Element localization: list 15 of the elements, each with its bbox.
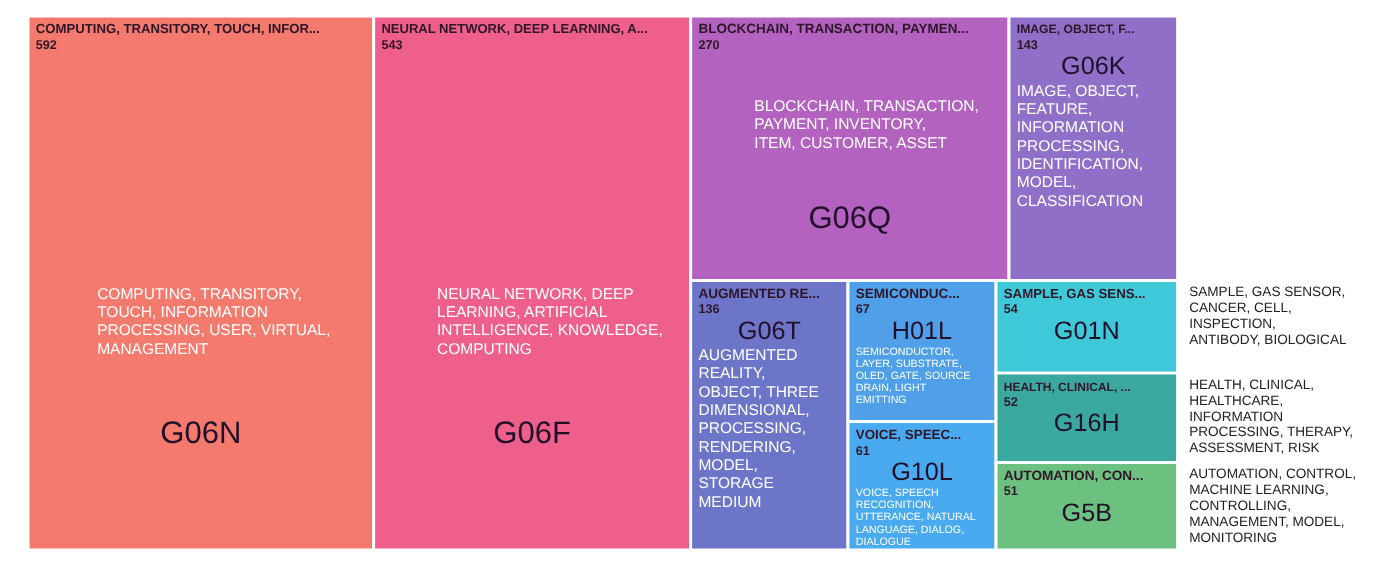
- category-label: H01L: [891, 316, 953, 345]
- text: IMAGE, OBJECT, FEATURE, INFORMATION PROCESSING, IDENTIFICATION, MODEL, CLASSIFICATION: [1016, 81, 1144, 210]
- text: BLOCKCHAIN, TRANSACTION, PAYMENT, INVENTORY, ITEM, CUSTOMER, ASSET: [754, 96, 979, 152]
- text: COMPUTING, TRANSITORY, TOUCH, INFORMATION PROCESSING, USER, VIRTUAL, MANAGEMENT: [97, 284, 331, 358]
- category-label: G06N: [160, 417, 242, 452]
- category-label: G06T: [737, 316, 802, 345]
- category-label: G16H: [1053, 409, 1120, 438]
- category-label: G06F: [493, 417, 571, 452]
- category-label: G01N: [1053, 316, 1120, 345]
- text: NEURAL NETWORK, DEEP LEARNING, ARTIFICIAL INTELLIGENCE, KNOWLEDGE, COMPUTING: [437, 284, 663, 358]
- category-label: G06Q: [808, 201, 892, 236]
- category-label: G10L: [891, 457, 953, 486]
- text: AUGMENTED REALITY, OBJECT, THREE DIMENSIONAL, PROCESSING, RENDERING, MODEL, STORAGE MEDIUM: [698, 346, 819, 511]
- category-label: G5B: [1061, 498, 1113, 527]
- category-label: G06K: [1061, 52, 1127, 81]
